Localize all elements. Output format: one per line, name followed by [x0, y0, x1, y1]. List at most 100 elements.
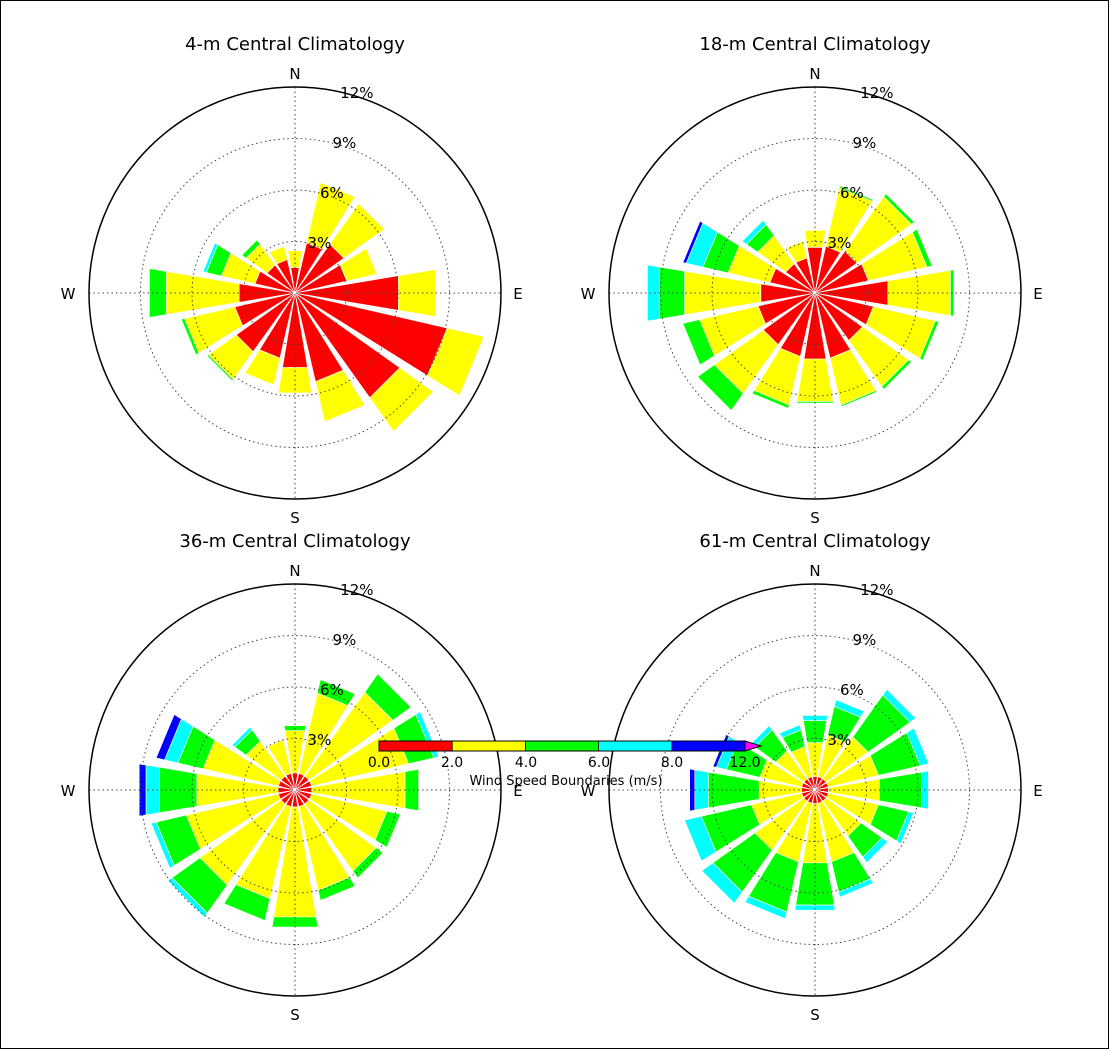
bar-dir-112.5-bin-2: [919, 320, 940, 361]
bar-dir-202.5-bin-3: [744, 895, 788, 920]
bar-dir-67.5-bin-3: [906, 727, 930, 767]
compass-n: N: [289, 65, 300, 83]
ring-label-2: 6%: [320, 184, 344, 202]
ring-label-4: 12%: [860, 84, 893, 102]
bar-dir-157.5-bin-2: [317, 876, 356, 901]
bar-dir-247.5-bin-3: [684, 815, 717, 862]
bar-dir-22.5-bin-1: [306, 182, 356, 250]
ring-label-2: 6%: [840, 184, 864, 202]
bar-dir-22.5-bin-2: [317, 679, 356, 706]
bar-dir-202.5-bin-2: [751, 390, 790, 409]
bar-dir-315-bin-3: [741, 219, 767, 245]
colorbar-segment-1: [452, 741, 526, 751]
colorbar-segment-4: [671, 741, 745, 751]
bar-dir-157.5-bin-2: [840, 390, 878, 408]
wind-rose-panels: 4-m Central Climatology3%6%9%12%NSEW18-m…: [61, 34, 1043, 1024]
compass-e: E: [513, 285, 522, 303]
bar-dir-45-bin-2: [883, 193, 915, 225]
bar-dir-22.5-bin-2: [838, 185, 874, 202]
colorbar-segment-0: [379, 741, 453, 751]
bar-dir-202.5-bin-2: [223, 884, 271, 921]
ring-label-3: 9%: [852, 631, 876, 649]
bar-dir-45-bin-2: [364, 673, 412, 721]
bar-dir-292.5-bin-3: [202, 242, 219, 273]
grid-ring-9: [140, 635, 450, 945]
bar-dir-202.5-bin-1: [244, 349, 281, 386]
bar-dir-135-bin-3: [862, 837, 889, 864]
bar-dir-67.5-bin-1: [339, 247, 378, 282]
bars: [684, 688, 930, 920]
ring-label-3: 9%: [332, 631, 356, 649]
outer-ring: [608, 583, 1022, 997]
wind-rose-panel-2: 18-m Central Climatology 3% 6% 9% 12% N S E W: [581, 34, 1043, 527]
bars: [138, 673, 440, 928]
colorbar-extension-arrow: [744, 740, 763, 752]
grid-ring-3: [763, 241, 867, 345]
grid-ring-3: [243, 738, 347, 842]
colorbar-label: Wind Speed Boundaries (m/s): [469, 774, 662, 789]
bar-dir-270-bin-3: [694, 769, 709, 811]
bar-dir-45-bin-1: [329, 203, 385, 259]
colorbar-tick-3: 6.0: [588, 755, 610, 771]
panel-title: 61-m Central Climatology: [699, 531, 931, 552]
bar-dir-135-bin-2: [352, 847, 384, 879]
bar-dir-0-bin-3: [802, 715, 828, 721]
bar-dir-270-bin-4: [689, 768, 696, 812]
bar-dir-292.5-bin-4: [155, 714, 182, 761]
ring-label-1: 3%: [308, 731, 332, 749]
colorbar-segments: [378, 740, 763, 752]
compass-n: N: [809, 65, 820, 83]
grid-ring-3: [763, 738, 867, 842]
compass-e: E: [1033, 782, 1042, 800]
bar-dir-157.5-bin-1: [315, 369, 366, 423]
bar-dir-225-bin-2: [206, 354, 234, 382]
bar-dir-337.5-bin-1: [269, 245, 288, 265]
bar-dir-270-bin-3: [647, 264, 660, 322]
wind-rose-panel-1: 4-m Central Climatology 3% 6% 9% 12% N S E W: [61, 34, 523, 527]
bars: [647, 185, 955, 411]
ring-label-4: 12%: [860, 581, 893, 599]
ring-label-4: 12%: [340, 581, 373, 599]
bar-dir-247.5-bin-2: [682, 319, 715, 366]
outer-ring: [88, 86, 502, 500]
ring-label-1: 3%: [308, 234, 332, 252]
bar-dir-112.5-bin-2: [374, 810, 401, 848]
compass-w: W: [581, 782, 596, 800]
bar-dir-90-bin-2: [404, 768, 419, 812]
colorbar-tick-2: 4.0: [515, 755, 537, 771]
ring-label-1: 3%: [828, 731, 852, 749]
compass-e: E: [513, 782, 522, 800]
bar-dir-247.5-bin-3: [150, 821, 175, 869]
ring-label-3: 9%: [852, 134, 876, 152]
grid-ring-6: [191, 686, 399, 894]
compass-s: S: [290, 1006, 300, 1024]
bar-dir-112.5-bin-1: [427, 327, 485, 397]
compass-s: S: [810, 1006, 820, 1024]
ring-label-1: 3%: [828, 234, 852, 252]
outer-ring: [608, 86, 1022, 500]
bar-dir-90-bin-1: [398, 269, 436, 317]
wind-rose-panel-3: 36-m Central Climatology 3% 6% 9% 12% N S E W: [61, 531, 523, 1024]
compass-e: E: [1033, 285, 1042, 303]
bar-dir-270-bin-4: [138, 763, 147, 817]
panel-title: 4-m Central Climatology: [185, 34, 405, 55]
grid-ring-6: [191, 189, 399, 397]
compass-n: N: [289, 562, 300, 580]
bar-dir-337.5-bin-1: [786, 240, 808, 263]
bar-dir-22.5-bin-3: [833, 699, 865, 718]
grid-ring-9: [660, 138, 970, 448]
bar-dir-0-bin-1: [804, 230, 826, 248]
compass-w: W: [581, 285, 596, 303]
ring-label-2: 6%: [840, 681, 864, 699]
colorbar: 0.0 2.0 4.0 6.0 8.0 12.0 Wind Speed Boun…: [368, 740, 763, 789]
bar-dir-247.5-bin-2: [180, 318, 200, 356]
grid-ring-9: [660, 635, 970, 945]
ring-label-3: 9%: [332, 134, 356, 152]
bar-dir-45-bin-3: [882, 688, 917, 723]
panel-title: 18-m Central Climatology: [699, 34, 931, 55]
bar-dir-112.5-bin-3: [896, 811, 915, 845]
compass-s: S: [810, 509, 820, 527]
bar-dir-67.5-bin-2: [912, 228, 933, 268]
colorbar-tick-5: 12.0: [729, 755, 760, 771]
